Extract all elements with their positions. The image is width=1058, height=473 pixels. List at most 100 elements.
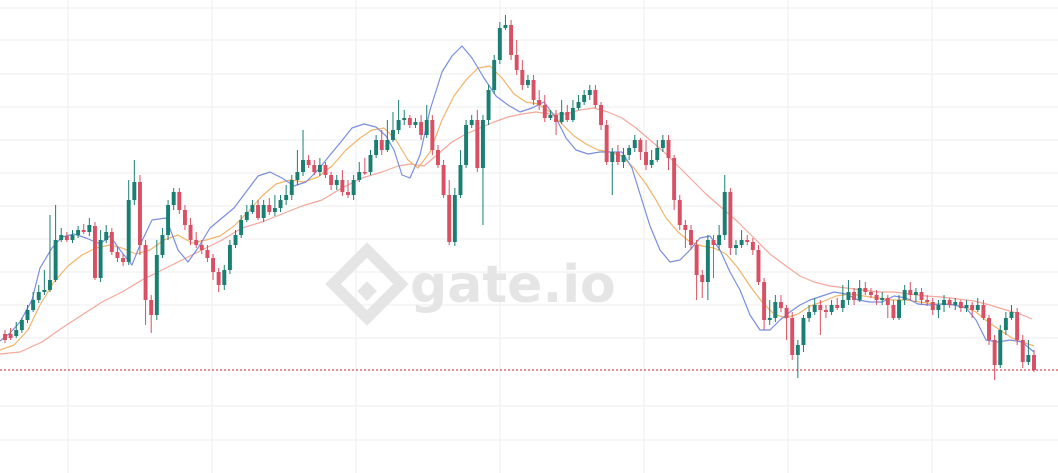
candle-body bbox=[829, 305, 834, 312]
watermark: gate.io bbox=[325, 242, 616, 326]
candle-body bbox=[734, 245, 738, 248]
candle-body bbox=[469, 120, 474, 125]
candle bbox=[750, 238, 755, 255]
candle bbox=[615, 145, 620, 165]
candle bbox=[379, 130, 384, 155]
candle bbox=[880, 292, 885, 305]
candle bbox=[182, 205, 187, 230]
candle bbox=[59, 228, 64, 242]
candle bbox=[734, 240, 738, 255]
candle-body bbox=[655, 148, 660, 160]
candle bbox=[604, 120, 609, 165]
candle bbox=[36, 285, 41, 303]
candle-body bbox=[188, 225, 193, 240]
candle-body bbox=[1009, 312, 1014, 318]
candle bbox=[227, 240, 232, 274]
candle-body bbox=[790, 318, 795, 355]
candle bbox=[81, 224, 86, 234]
candle-body bbox=[76, 230, 81, 235]
candle bbox=[599, 102, 604, 130]
candle bbox=[953, 298, 958, 310]
candle-body bbox=[137, 182, 142, 245]
candle-body bbox=[357, 172, 362, 180]
candle bbox=[323, 162, 328, 178]
candle bbox=[351, 175, 356, 200]
candle-body bbox=[227, 245, 232, 270]
candle bbox=[840, 285, 845, 312]
candle-body bbox=[784, 308, 789, 318]
candle-body bbox=[604, 125, 609, 162]
candle-body bbox=[992, 340, 997, 365]
candle-body bbox=[649, 160, 654, 165]
candle-body bbox=[947, 300, 952, 305]
candle-body bbox=[194, 240, 199, 245]
candle-body bbox=[351, 180, 356, 195]
candle bbox=[104, 225, 109, 243]
candle bbox=[852, 288, 857, 305]
candle bbox=[767, 300, 772, 325]
candle bbox=[520, 60, 525, 90]
candle bbox=[576, 95, 581, 110]
candle bbox=[857, 280, 862, 302]
candle-body bbox=[430, 120, 435, 150]
candle-body bbox=[182, 210, 187, 225]
candle bbox=[166, 200, 171, 240]
candle-body bbox=[391, 130, 395, 140]
candle-body bbox=[897, 300, 902, 318]
candle bbox=[385, 120, 390, 152]
candle bbox=[475, 110, 480, 172]
candle-body bbox=[582, 95, 587, 102]
candle bbox=[559, 100, 564, 124]
candle-body bbox=[1015, 312, 1020, 340]
candle-body bbox=[115, 252, 120, 258]
candle bbox=[261, 200, 266, 222]
candle bbox=[537, 90, 542, 110]
candle bbox=[542, 95, 547, 122]
candle bbox=[874, 290, 879, 305]
candle bbox=[42, 270, 47, 295]
candle bbox=[160, 228, 165, 258]
ma-mid-line bbox=[0, 65, 1035, 351]
candle bbox=[199, 240, 204, 254]
gate-logo-icon bbox=[325, 242, 409, 326]
candle-body bbox=[891, 305, 896, 318]
candle-body bbox=[480, 120, 485, 168]
candle-body bbox=[98, 240, 103, 278]
candle bbox=[497, 22, 502, 64]
candle bbox=[514, 40, 519, 75]
candle-body bbox=[958, 302, 963, 308]
candle-body bbox=[930, 302, 935, 310]
candle-body bbox=[36, 292, 41, 300]
candle bbox=[278, 195, 283, 212]
candle bbox=[256, 200, 261, 220]
candle bbox=[222, 265, 227, 290]
candle bbox=[216, 268, 221, 292]
candle-body bbox=[559, 112, 564, 122]
candle bbox=[301, 130, 305, 176]
candle-body bbox=[267, 205, 272, 212]
candle bbox=[430, 115, 435, 155]
candle-body bbox=[278, 200, 283, 208]
candle-body bbox=[689, 230, 693, 245]
candle-body bbox=[514, 55, 519, 70]
candle-body bbox=[767, 318, 772, 320]
candle-body bbox=[385, 140, 390, 150]
candle bbox=[1020, 335, 1025, 368]
candle-body bbox=[3, 334, 7, 340]
candle bbox=[998, 325, 1003, 368]
candle bbox=[1026, 340, 1031, 365]
candle bbox=[458, 150, 463, 198]
candle-body bbox=[902, 290, 907, 300]
candle bbox=[683, 220, 688, 248]
candle-body bbox=[424, 120, 429, 135]
candle-body bbox=[166, 205, 171, 235]
candle bbox=[368, 150, 373, 175]
candle-body bbox=[362, 172, 367, 174]
candle-body bbox=[745, 240, 750, 242]
candle-body bbox=[81, 230, 86, 232]
candle bbox=[689, 225, 693, 250]
candle-body bbox=[812, 305, 817, 312]
candle-body bbox=[317, 165, 322, 172]
